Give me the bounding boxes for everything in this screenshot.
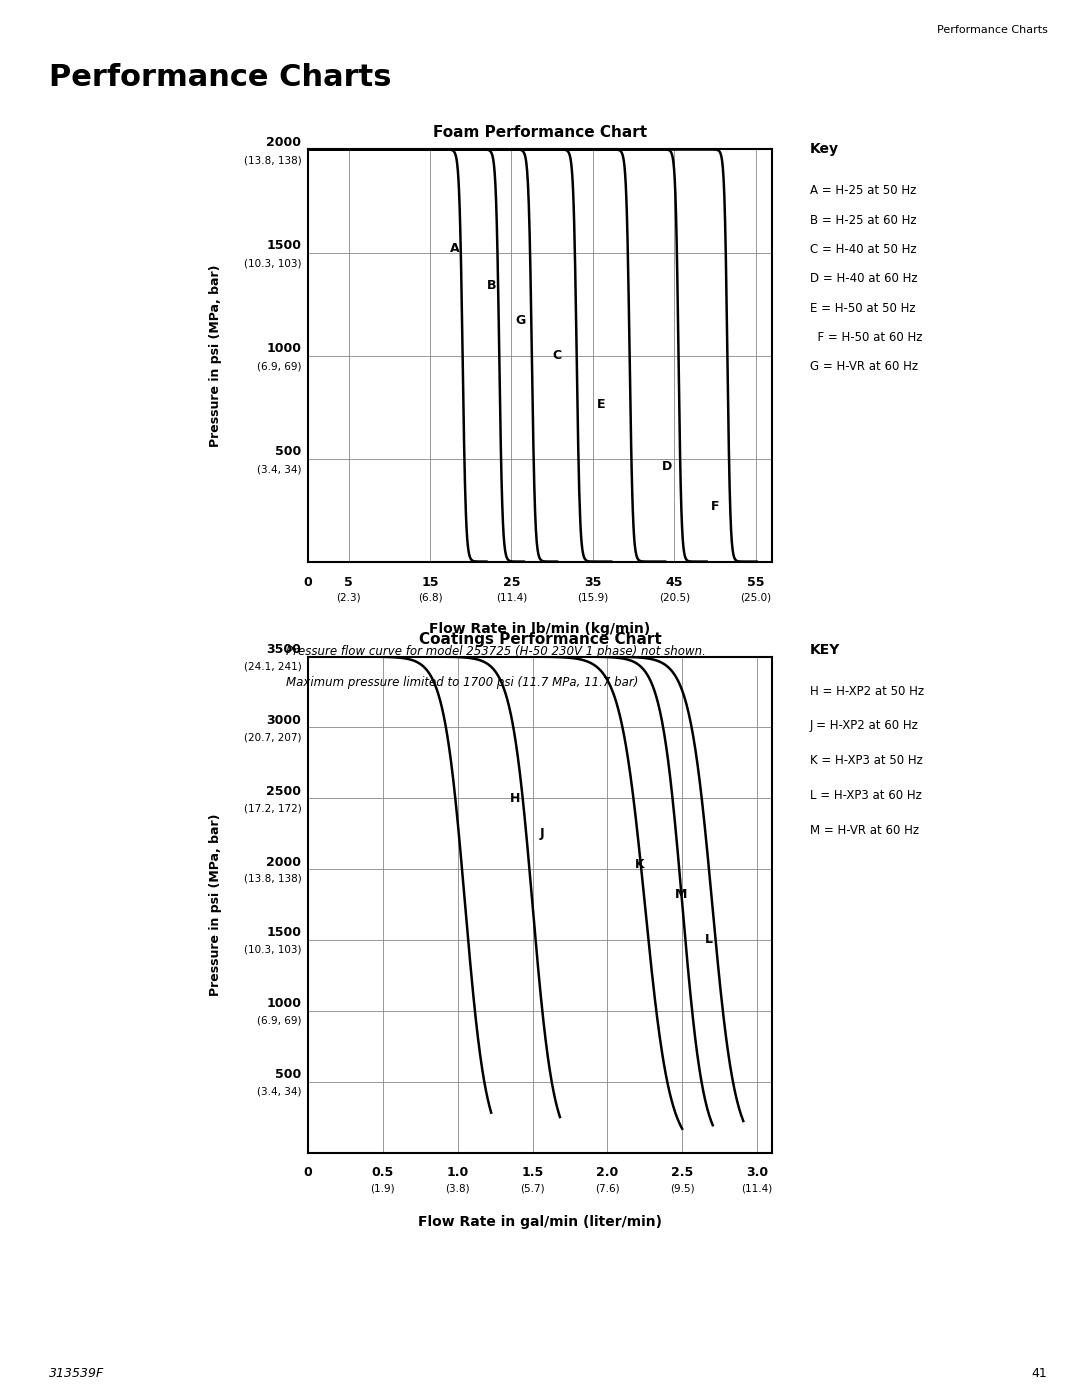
Text: Flow Rate in gal/min (liter/min): Flow Rate in gal/min (liter/min) [418, 1215, 662, 1229]
Text: 1500: 1500 [267, 239, 301, 251]
Text: 1000: 1000 [267, 997, 301, 1010]
Text: J = H-XP2 at 60 Hz: J = H-XP2 at 60 Hz [810, 719, 919, 732]
Text: 41: 41 [1031, 1368, 1048, 1380]
Text: J: J [540, 827, 544, 840]
Text: Key: Key [810, 142, 839, 156]
Text: (5.7): (5.7) [521, 1183, 544, 1193]
Text: 3500: 3500 [267, 643, 301, 657]
Text: Maximum pressure limited to 1700 psi (11.7 MPa, 11.7 bar): Maximum pressure limited to 1700 psi (11… [286, 676, 638, 689]
Text: K = H-XP3 at 50 Hz: K = H-XP3 at 50 Hz [810, 754, 923, 767]
Text: 15: 15 [421, 576, 438, 588]
Text: 55: 55 [747, 576, 765, 588]
Text: 0: 0 [303, 1166, 312, 1179]
Text: (7.6): (7.6) [595, 1183, 620, 1193]
Text: Pressure in psi (MPa, bar): Pressure in psi (MPa, bar) [210, 264, 222, 447]
Text: Coatings Performance Chart: Coatings Performance Chart [419, 631, 661, 647]
Text: (10.3, 103): (10.3, 103) [244, 944, 301, 954]
Text: M: M [675, 888, 687, 901]
Text: (15.9): (15.9) [578, 592, 609, 602]
Text: Pressure flow curve for model 253725 (H-50 230V 1 phase) not shown.: Pressure flow curve for model 253725 (H-… [286, 645, 706, 658]
Text: C: C [552, 349, 562, 362]
Text: KEY: KEY [810, 643, 840, 657]
Text: K: K [634, 858, 644, 872]
Text: (2.3): (2.3) [336, 592, 361, 602]
Text: (25.0): (25.0) [741, 592, 771, 602]
Text: (9.5): (9.5) [670, 1183, 694, 1193]
Text: (1.9): (1.9) [370, 1183, 395, 1193]
Text: A: A [450, 242, 460, 254]
Text: (11.4): (11.4) [496, 592, 527, 602]
Text: Flow Rate in lb/min (kg/min): Flow Rate in lb/min (kg/min) [430, 622, 650, 636]
Text: (3.8): (3.8) [445, 1183, 470, 1193]
Text: (20.5): (20.5) [659, 592, 690, 602]
Text: (11.4): (11.4) [742, 1183, 773, 1193]
Text: 1000: 1000 [267, 342, 301, 355]
Text: 2.5: 2.5 [671, 1166, 693, 1179]
Text: 1500: 1500 [267, 926, 301, 940]
Text: A = H-25 at 50 Hz: A = H-25 at 50 Hz [810, 184, 916, 197]
Text: D = H-40 at 60 Hz: D = H-40 at 60 Hz [810, 272, 918, 285]
Text: 313539F: 313539F [49, 1368, 104, 1380]
Text: 25: 25 [502, 576, 521, 588]
Text: G: G [515, 314, 526, 327]
Text: B = H-25 at 60 Hz: B = H-25 at 60 Hz [810, 214, 917, 226]
Text: F = H-50 at 60 Hz: F = H-50 at 60 Hz [810, 331, 922, 344]
Text: 1.5: 1.5 [522, 1166, 543, 1179]
Text: Foam Performance Chart: Foam Performance Chart [433, 124, 647, 140]
Text: (10.3, 103): (10.3, 103) [244, 258, 301, 268]
Text: (3.4, 34): (3.4, 34) [257, 465, 301, 475]
Text: D: D [662, 460, 673, 474]
Text: 5: 5 [345, 576, 353, 588]
Text: Pressure in psi (MPa, bar): Pressure in psi (MPa, bar) [210, 813, 222, 996]
Text: Performance Charts: Performance Charts [936, 25, 1048, 35]
Text: G = H-VR at 60 Hz: G = H-VR at 60 Hz [810, 360, 918, 373]
Text: C = H-40 at 50 Hz: C = H-40 at 50 Hz [810, 243, 917, 256]
Text: 1.0: 1.0 [446, 1166, 469, 1179]
Text: E: E [597, 398, 606, 412]
Text: (17.2, 172): (17.2, 172) [244, 803, 301, 813]
Text: (20.7, 207): (20.7, 207) [244, 732, 301, 742]
Text: (3.4, 34): (3.4, 34) [257, 1087, 301, 1097]
Text: (6.9, 69): (6.9, 69) [257, 1016, 301, 1025]
Text: 2000: 2000 [267, 136, 301, 149]
Text: L = H-XP3 at 60 Hz: L = H-XP3 at 60 Hz [810, 789, 922, 802]
Text: (6.9, 69): (6.9, 69) [257, 362, 301, 372]
Text: L: L [705, 933, 713, 947]
Text: 500: 500 [275, 1069, 301, 1081]
Text: 3000: 3000 [267, 714, 301, 726]
Text: (13.8, 138): (13.8, 138) [244, 875, 301, 884]
Text: E = H-50 at 50 Hz: E = H-50 at 50 Hz [810, 302, 916, 314]
Text: 2.0: 2.0 [596, 1166, 619, 1179]
Text: 0: 0 [303, 576, 312, 588]
Text: B: B [487, 279, 497, 292]
Text: (6.8): (6.8) [418, 592, 443, 602]
Text: 3.0: 3.0 [746, 1166, 768, 1179]
Text: H: H [510, 792, 521, 805]
Text: M = H-VR at 60 Hz: M = H-VR at 60 Hz [810, 824, 919, 837]
Text: Performance Charts: Performance Charts [49, 63, 391, 92]
Text: 2000: 2000 [267, 855, 301, 869]
Text: 2500: 2500 [267, 785, 301, 798]
Text: H = H-XP2 at 50 Hz: H = H-XP2 at 50 Hz [810, 685, 924, 697]
Text: (24.1, 241): (24.1, 241) [244, 661, 301, 672]
Text: F: F [711, 500, 719, 514]
Text: 0.5: 0.5 [372, 1166, 394, 1179]
Text: 35: 35 [584, 576, 602, 588]
Text: 500: 500 [275, 446, 301, 458]
Text: (13.8, 138): (13.8, 138) [244, 155, 301, 166]
Text: 45: 45 [665, 576, 684, 588]
